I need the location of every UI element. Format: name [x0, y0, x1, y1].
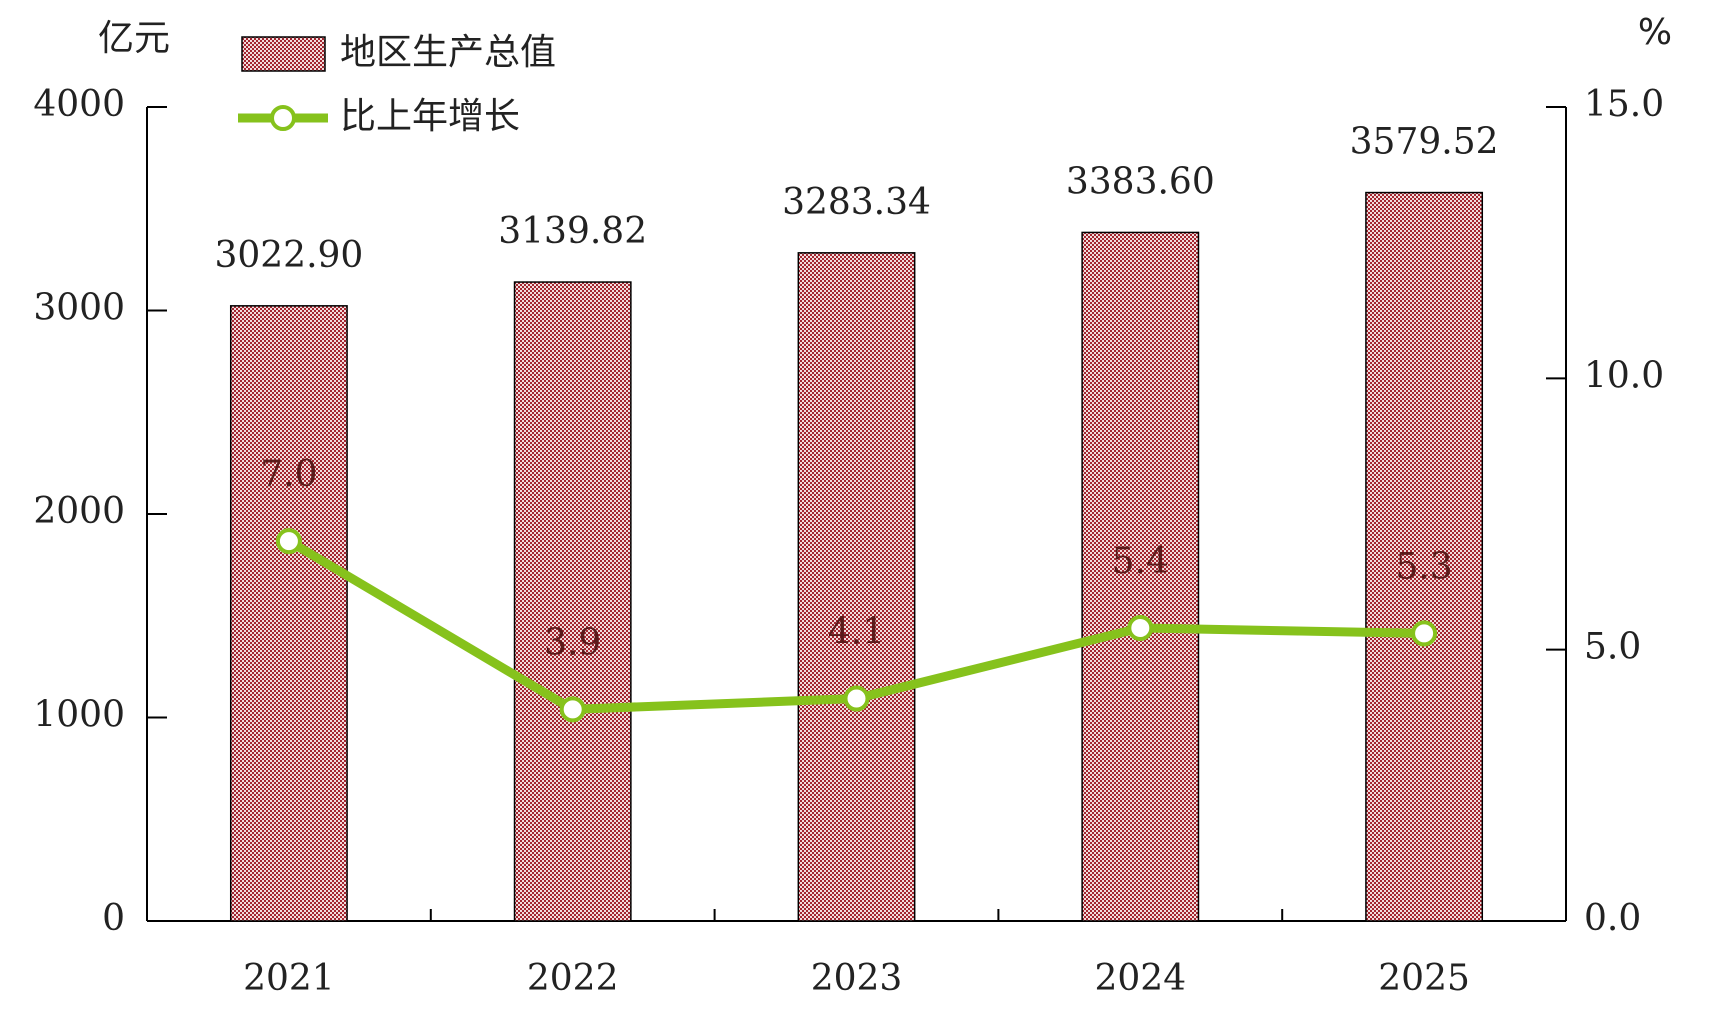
line-value-label: 7.0: [260, 454, 317, 495]
legend-label: 地区生产总值: [340, 32, 556, 73]
bar: [1081, 231, 1200, 922]
legend-marker: [270, 105, 296, 131]
line-marker: [1411, 620, 1438, 647]
line-value-label: 5.3: [1395, 546, 1452, 587]
x-tick-label: 2021: [243, 958, 335, 999]
y2-tick-label: 0.0: [1584, 898, 1641, 939]
y-unit: 亿元: [98, 18, 170, 59]
y-tick-label: 4000: [33, 84, 125, 125]
line-value-label: 5.4: [1112, 541, 1169, 582]
y2-tick-label: 5.0: [1584, 627, 1641, 668]
line-marker: [559, 696, 586, 723]
x-tick-label: 2022: [527, 958, 619, 999]
line-value-label: 3.9: [544, 622, 601, 663]
bar-value-label: 3579.52: [1350, 122, 1499, 163]
y-tick-label: 2000: [33, 491, 125, 532]
x-tick-label: 2023: [811, 958, 903, 999]
legend-label: 比上年增长: [340, 96, 520, 137]
line-value-label: 4.1: [828, 612, 885, 653]
y-tick-label: 3000: [33, 288, 125, 329]
bar: [1365, 191, 1484, 922]
x-tick-label: 2024: [1094, 958, 1186, 999]
line-marker: [1127, 614, 1154, 641]
y2-tick-label: 15.0: [1584, 84, 1664, 125]
bar-value-label: 3022.90: [214, 235, 363, 276]
bar: [513, 281, 632, 922]
bar: [797, 252, 916, 922]
bar-value-label: 3283.34: [782, 182, 931, 223]
bar-value-label: 3139.82: [498, 211, 647, 252]
bar-value-label: 3383.60: [1066, 161, 1215, 202]
x-tick-label: 2025: [1378, 958, 1470, 999]
legend-swatch: [241, 36, 326, 72]
y2-tick-label: 10.0: [1584, 355, 1664, 396]
y-tick-label: 1000: [33, 695, 125, 736]
y2-unit: %: [1638, 12, 1672, 53]
y-tick-label: 0: [102, 898, 125, 939]
line-marker: [843, 685, 870, 712]
bar: [229, 305, 348, 922]
line-marker: [275, 528, 302, 555]
